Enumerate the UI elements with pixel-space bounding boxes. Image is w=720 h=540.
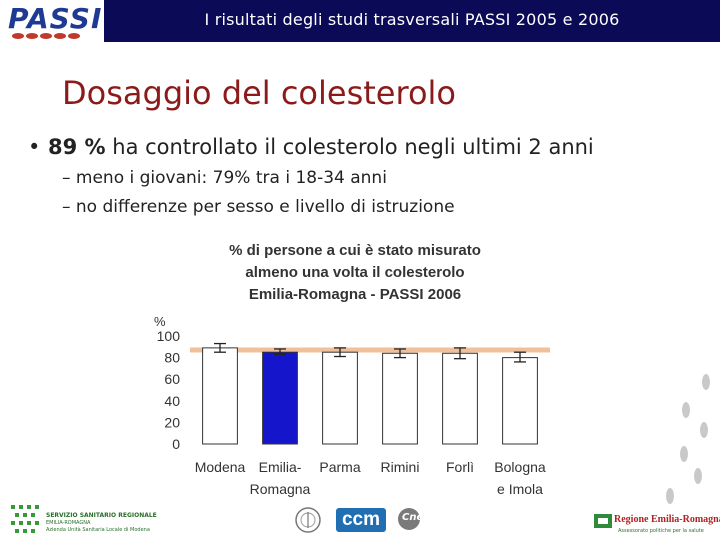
x-category-label: Romagna xyxy=(250,481,311,497)
y-tick-label: 0 xyxy=(172,436,180,452)
ausl-logo-line-3: Azienda Unità Sanitaria Locale di Modena xyxy=(46,527,150,533)
y-axis-unit-label: % xyxy=(154,314,166,329)
footprints-icon xyxy=(12,33,80,39)
x-category-label: Forlì xyxy=(446,459,474,475)
chart-title-line-3: Emilia-Romagna - PASSI 2006 xyxy=(248,286,462,303)
bullet-dot: • xyxy=(28,135,41,159)
cnesps-logo: Cnesps xyxy=(396,506,444,532)
footprints-decoration-icon xyxy=(666,374,710,504)
regione-logo-sub: Assessorato politiche per la salute xyxy=(618,528,704,534)
header-title: I risultati degli studi trasversali PASS… xyxy=(204,10,620,29)
regione-logo-title: Regione Emilia-Romagna xyxy=(614,514,720,525)
bullet-bold-value: 89 % xyxy=(48,135,106,159)
y-tick-label: 60 xyxy=(164,371,180,387)
y-tick-label: 20 xyxy=(164,414,180,430)
ausl-modena-logo: SERVIZIO SANITARIO REGIONALE EMILIA-ROMA… xyxy=(10,502,170,536)
main-bullet: • 89 % ha controllato il colesterolo negl… xyxy=(28,135,594,159)
cnesps-swirl-icon xyxy=(398,508,420,530)
iss-seal-icon xyxy=(295,507,321,533)
x-category-label: Emilia- xyxy=(259,459,302,475)
sub-bullet-2: – no differenze per sesso e livello di i… xyxy=(62,197,455,217)
regione-flag-icon xyxy=(594,514,612,528)
bar xyxy=(202,347,238,445)
bar-chart: % 0 20 40 60 80 100 Modena Emilia- Romagna Parma Ri… xyxy=(154,314,550,497)
bar xyxy=(502,357,538,445)
regione-er-logo: Regione Emilia-Romagna Assessorato polit… xyxy=(594,512,720,538)
x-category-label: Rimini xyxy=(381,459,420,475)
x-category-label: Parma xyxy=(319,459,360,475)
slide-title: Dosaggio del colesterolo xyxy=(62,74,456,112)
sub-bullet-1: – meno i giovani: 79% tra i 18-34 anni xyxy=(62,168,387,188)
y-tick-label: 100 xyxy=(157,328,181,344)
chart-title-line-1: % di persone a cui è stato misurato xyxy=(229,242,481,259)
bullet-text: ha controllato il colesterolo negli ulti… xyxy=(105,135,594,159)
ccm-logo-text: ccm xyxy=(341,509,381,530)
chart-title-line-2: almeno una volta il colesterolo xyxy=(245,264,465,281)
ausl-logo-line-2: EMILIA-ROMAGNA xyxy=(46,520,91,526)
ausl-logo-line-1: SERVIZIO SANITARIO REGIONALE xyxy=(46,512,157,519)
bar xyxy=(382,352,418,445)
header-bar: I risultati degli studi trasversali PASS… xyxy=(104,0,720,42)
chart-title: % di persone a cui è stato misurato alme… xyxy=(190,240,520,306)
x-category-label: e Imola xyxy=(497,481,543,497)
y-tick-label: 40 xyxy=(164,393,180,409)
bar xyxy=(322,351,358,445)
ausl-grid-icon xyxy=(11,505,39,533)
x-category-label: Modena xyxy=(195,459,246,475)
passi-logo: PASSI xyxy=(6,2,102,44)
bar xyxy=(442,352,478,445)
ccm-logo: ccm xyxy=(336,508,386,532)
cnesps-logo-text: Cnesps xyxy=(402,512,443,523)
y-tick-label: 80 xyxy=(164,350,180,366)
x-category-label: Bologna xyxy=(494,459,546,475)
bar xyxy=(262,351,298,445)
passi-logo-text: PASSI xyxy=(8,2,103,35)
